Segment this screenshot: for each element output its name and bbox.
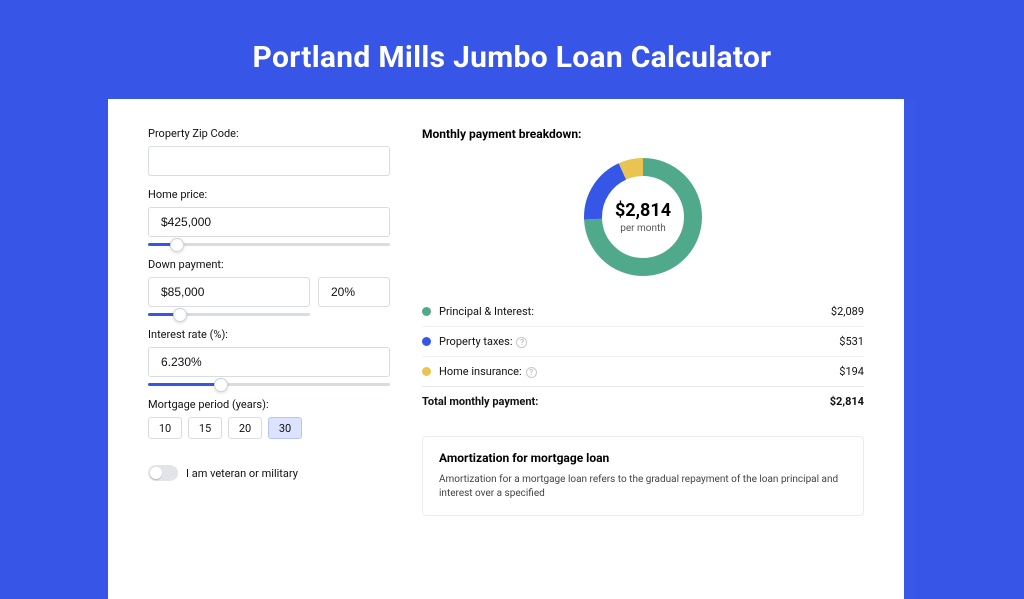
legend-dot: [422, 307, 431, 316]
slider-handle[interactable]: [173, 308, 187, 322]
slider-handle[interactable]: [170, 238, 184, 252]
legend-dot: [422, 337, 431, 346]
toggle-knob: [150, 467, 162, 479]
field-interest-rate: Interest rate (%):: [148, 328, 390, 386]
legend-value: $2,089: [831, 305, 864, 318]
home-price-label: Home price:: [148, 188, 390, 201]
donut-center: $2,814 per month: [583, 157, 703, 277]
donut-amount: $2,814: [615, 200, 671, 221]
legend-row: Principal & Interest:$2,089: [422, 297, 864, 326]
veteran-row: I am veteran or military: [148, 465, 390, 481]
field-mortgage-period: Mortgage period (years): 10 15 20 30: [148, 398, 390, 439]
zip-label: Property Zip Code:: [148, 127, 390, 140]
field-zip: Property Zip Code:: [148, 127, 390, 176]
period-button-15[interactable]: 15: [188, 417, 222, 439]
card-outer: Property Zip Code: Home price: Down paym…: [108, 99, 916, 599]
amortization-card: Amortization for mortgage loan Amortizat…: [422, 436, 864, 516]
legend-value: $531: [839, 335, 864, 348]
legend-row: Home insurance:?$194: [422, 356, 864, 386]
period-button-10[interactable]: 10: [148, 417, 182, 439]
down-payment-slider[interactable]: [148, 313, 310, 316]
mortgage-period-buttons: 10 15 20 30: [148, 417, 390, 439]
home-price-slider[interactable]: [148, 243, 390, 246]
interest-rate-input[interactable]: [148, 347, 390, 377]
home-price-input[interactable]: [148, 207, 390, 237]
amortization-body: Amortization for a mortgage loan refers …: [439, 473, 847, 501]
veteran-toggle[interactable]: [148, 465, 178, 481]
breakdown-title: Monthly payment breakdown:: [422, 127, 864, 141]
total-value: $2,814: [830, 395, 864, 408]
donut-wrap: $2,814 per month: [422, 151, 864, 287]
legend-total: Total monthly payment:$2,814: [422, 386, 864, 416]
slider-handle[interactable]: [214, 378, 228, 392]
down-payment-pct-input[interactable]: [318, 277, 390, 307]
down-payment-label: Down payment:: [148, 258, 390, 271]
calculator-card: Property Zip Code: Home price: Down paym…: [108, 99, 904, 599]
info-icon[interactable]: ?: [526, 367, 537, 378]
amortization-title: Amortization for mortgage loan: [439, 451, 847, 465]
mortgage-period-label: Mortgage period (years):: [148, 398, 390, 411]
field-home-price: Home price:: [148, 188, 390, 246]
total-label: Total monthly payment:: [422, 395, 830, 408]
legend-value: $194: [839, 365, 864, 378]
legend-label: Home insurance:?: [439, 365, 839, 378]
form-panel: Property Zip Code: Home price: Down paym…: [148, 127, 390, 579]
down-payment-input[interactable]: [148, 277, 310, 307]
donut-chart: $2,814 per month: [583, 157, 703, 277]
page-title: Portland Mills Jumbo Loan Calculator: [0, 40, 1024, 75]
donut-sub: per month: [620, 223, 666, 234]
interest-rate-slider[interactable]: [148, 383, 390, 386]
interest-rate-label: Interest rate (%):: [148, 328, 390, 341]
legend-label: Property taxes:?: [439, 335, 839, 348]
legend-dot: [422, 367, 431, 376]
legend-row: Property taxes:?$531: [422, 326, 864, 356]
period-button-20[interactable]: 20: [228, 417, 262, 439]
zip-input[interactable]: [148, 146, 390, 176]
legend-label: Principal & Interest:: [439, 305, 831, 318]
period-button-30[interactable]: 30: [268, 417, 302, 439]
legend: Principal & Interest:$2,089Property taxe…: [422, 297, 864, 416]
veteran-label: I am veteran or military: [186, 467, 298, 480]
breakdown-panel: Monthly payment breakdown: $2,814 per mo…: [422, 127, 864, 579]
field-down-payment: Down payment:: [148, 258, 390, 316]
info-icon[interactable]: ?: [516, 337, 527, 348]
